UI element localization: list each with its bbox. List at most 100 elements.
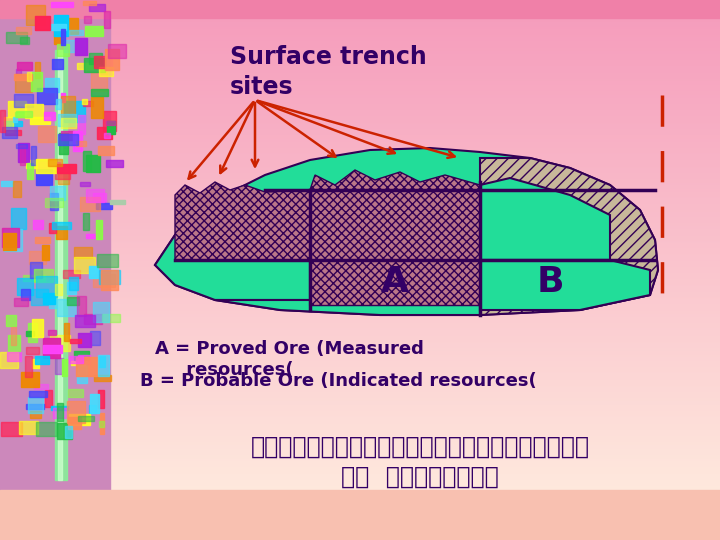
Bar xyxy=(36,169,52,185)
Bar xyxy=(0,201,720,202)
Bar xyxy=(0,469,720,470)
Bar xyxy=(50,193,58,211)
Bar xyxy=(4,229,22,251)
Bar xyxy=(60,29,66,45)
Bar xyxy=(0,523,720,524)
Bar xyxy=(84,16,91,23)
Bar xyxy=(32,72,42,91)
Bar xyxy=(0,203,720,204)
Bar xyxy=(0,328,720,329)
Bar xyxy=(17,144,27,148)
Bar xyxy=(68,30,84,35)
Bar xyxy=(0,223,720,224)
Bar xyxy=(89,4,105,11)
Bar xyxy=(83,213,89,230)
Bar xyxy=(0,508,720,509)
Bar xyxy=(0,320,720,321)
Bar xyxy=(66,426,72,438)
Bar xyxy=(0,22,720,23)
Bar xyxy=(0,92,720,93)
Bar xyxy=(68,356,83,363)
Bar xyxy=(0,501,720,502)
Bar xyxy=(0,263,720,264)
Bar xyxy=(11,327,17,346)
Bar xyxy=(0,338,720,339)
Bar xyxy=(64,101,86,122)
Bar xyxy=(0,416,720,417)
Text: A = Proved Ore (Measured
     resources(: A = Proved Ore (Measured resources( xyxy=(155,340,424,379)
Bar xyxy=(0,99,720,100)
Bar xyxy=(0,7,720,8)
Bar xyxy=(36,422,58,436)
Bar xyxy=(26,331,34,336)
Bar xyxy=(0,156,720,157)
Bar xyxy=(0,2,720,3)
Bar xyxy=(0,446,720,447)
Bar xyxy=(0,182,720,183)
Bar xyxy=(0,457,720,458)
Bar xyxy=(0,14,720,15)
Bar xyxy=(0,54,720,55)
Bar xyxy=(11,207,26,228)
Bar xyxy=(0,268,720,269)
Bar xyxy=(50,335,70,351)
Bar xyxy=(0,239,720,240)
Bar xyxy=(0,212,720,213)
Bar xyxy=(0,535,720,536)
Bar xyxy=(0,489,720,490)
Bar xyxy=(0,424,720,425)
Bar xyxy=(68,298,79,305)
Bar xyxy=(48,223,56,233)
Bar xyxy=(0,184,720,185)
Bar xyxy=(0,518,720,519)
Bar xyxy=(69,277,78,289)
Bar xyxy=(0,87,720,88)
Bar xyxy=(0,130,720,131)
Bar xyxy=(0,485,720,486)
Bar xyxy=(0,80,720,81)
Bar xyxy=(0,387,720,388)
Bar xyxy=(38,162,60,168)
Bar xyxy=(59,133,68,154)
Bar xyxy=(0,118,720,119)
Bar xyxy=(60,118,76,128)
Bar xyxy=(0,418,720,419)
Bar xyxy=(61,131,73,140)
Bar xyxy=(0,528,720,529)
Bar xyxy=(0,434,720,435)
Polygon shape xyxy=(155,195,310,300)
Bar xyxy=(14,298,27,306)
Bar xyxy=(0,162,720,163)
Bar xyxy=(63,270,80,279)
Bar xyxy=(37,87,57,104)
Bar xyxy=(30,251,47,264)
Bar xyxy=(0,55,720,56)
Bar xyxy=(42,338,60,358)
Bar xyxy=(0,536,720,537)
Bar xyxy=(0,376,720,377)
Bar xyxy=(20,37,29,44)
Bar xyxy=(0,477,720,478)
Bar xyxy=(98,355,109,376)
Bar xyxy=(56,99,61,109)
Bar xyxy=(0,342,720,343)
Bar xyxy=(0,43,720,44)
Bar xyxy=(0,493,720,494)
Bar xyxy=(0,358,720,359)
Bar xyxy=(28,323,37,342)
Bar xyxy=(0,371,720,372)
Bar xyxy=(0,224,720,225)
Bar xyxy=(2,127,17,138)
Bar xyxy=(0,314,720,315)
Bar xyxy=(0,491,720,492)
Bar xyxy=(71,361,85,365)
Bar xyxy=(0,26,720,27)
Bar xyxy=(0,327,720,328)
Bar xyxy=(0,200,720,201)
Bar xyxy=(0,251,720,252)
Bar xyxy=(84,314,102,324)
Bar xyxy=(14,117,17,122)
Bar xyxy=(86,188,104,202)
Bar xyxy=(25,104,43,118)
Bar xyxy=(0,197,720,198)
